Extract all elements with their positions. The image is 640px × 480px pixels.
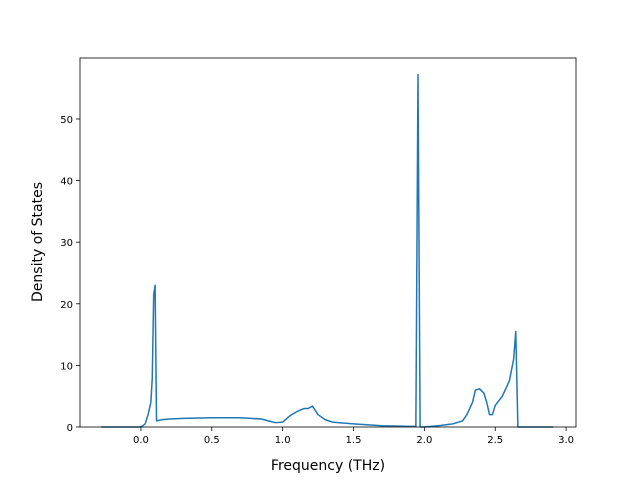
- y-tick-label: 30: [60, 238, 73, 249]
- x-tick-label: 0.0: [133, 435, 149, 446]
- y-tick-label: 50: [60, 115, 73, 126]
- x-tick-label: 1.5: [346, 435, 362, 446]
- x-tick-label: 3.0: [558, 435, 574, 446]
- x-tick-label: 0.5: [204, 435, 220, 446]
- y-tick-label: 40: [60, 177, 73, 188]
- plot-frame: [79, 57, 577, 428]
- x-tick-label: 1.0: [275, 435, 291, 446]
- y-axis-label: Density of States: [30, 182, 46, 302]
- x-axis-label: Frequency (THz): [271, 458, 385, 474]
- y-tick-label: 10: [60, 361, 73, 372]
- x-tick-label: 2.5: [487, 435, 503, 446]
- dos-line: [101, 73, 554, 428]
- y-tick-label: 0: [67, 423, 73, 434]
- y-tick-label: 20: [60, 300, 73, 311]
- x-tick-label: 2.0: [416, 435, 432, 446]
